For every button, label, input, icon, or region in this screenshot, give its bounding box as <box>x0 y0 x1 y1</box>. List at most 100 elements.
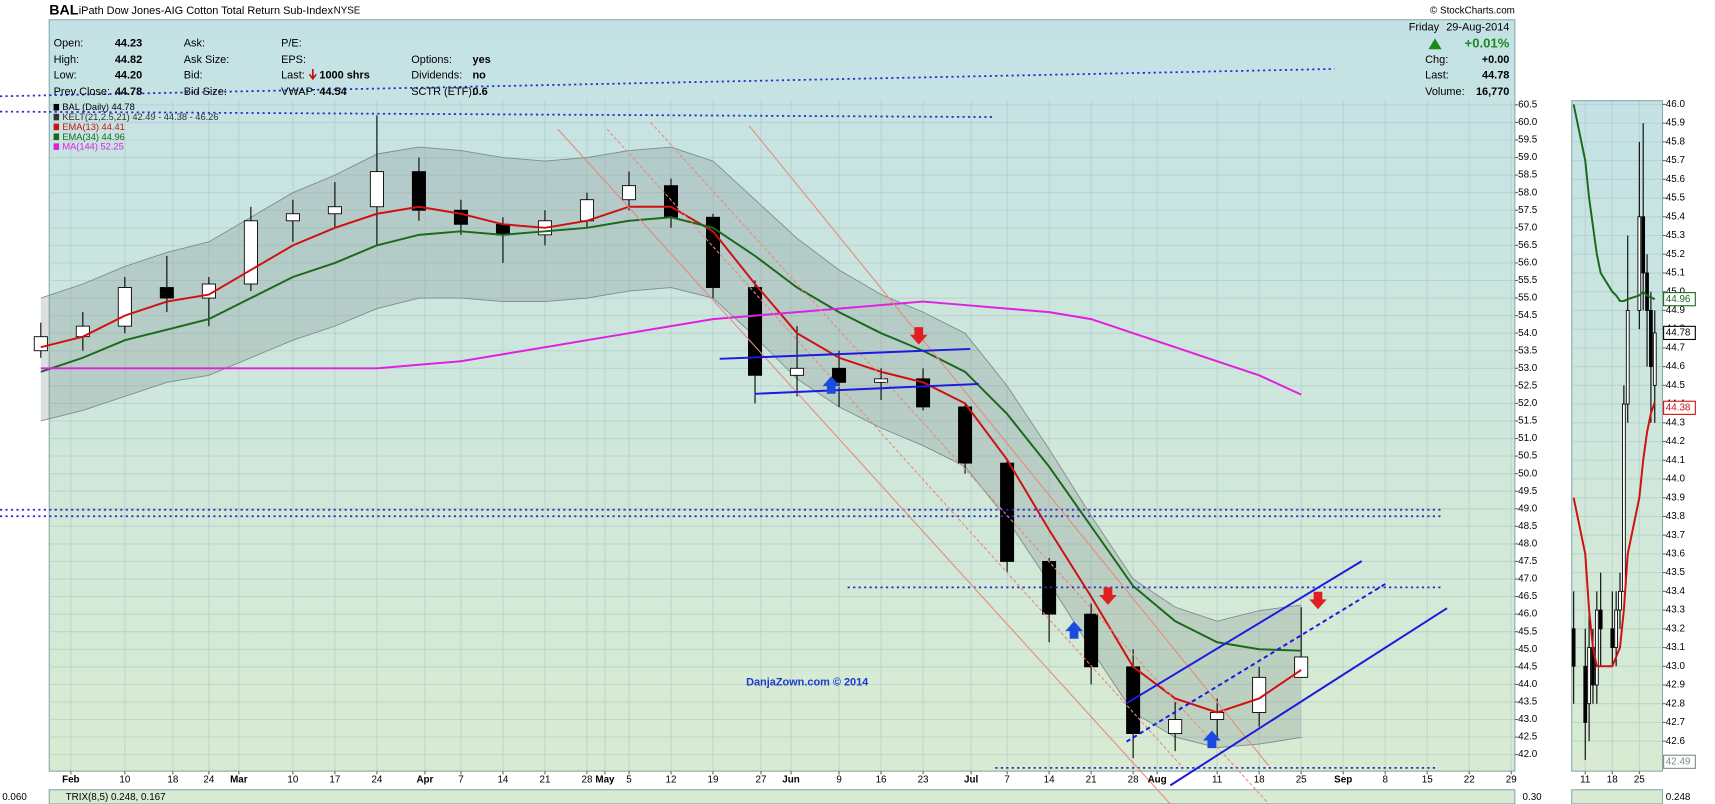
y-tick-label: 43.0 <box>1666 661 1686 672</box>
series-line <box>40 300 1302 396</box>
y-tick-label: 60.5 <box>1518 99 1538 110</box>
x-tick-label: 12 <box>666 774 677 785</box>
x-tick-label: Sep <box>1334 774 1352 785</box>
up-arrow <box>1203 730 1221 749</box>
candle-body <box>621 185 636 201</box>
price-tag-label: 44.38 <box>1666 402 1691 413</box>
x-tick-label: 18 <box>1607 774 1618 785</box>
x-tick-label: 10 <box>287 774 298 785</box>
field-label: Ask: <box>184 38 205 50</box>
trix-axis-value: 0.30 <box>1523 792 1543 803</box>
y-tick-label: 56.0 <box>1518 258 1538 269</box>
x-tick-label: May <box>595 774 615 785</box>
y-tick-label: 48.5 <box>1518 521 1538 532</box>
x-tick-label: 14 <box>497 774 508 785</box>
field-value: 44.54 <box>319 86 347 98</box>
x-tick-label: 23 <box>918 774 929 785</box>
y-tick-label: 43.6 <box>1666 548 1686 559</box>
candle-body <box>579 199 594 222</box>
y-tick-label: 45.1 <box>1666 268 1685 279</box>
y-tick-label: 55.5 <box>1518 275 1538 286</box>
y-tick-label: 47.0 <box>1518 574 1538 585</box>
candle-body <box>1622 403 1626 592</box>
down-arrow <box>910 327 928 345</box>
x-tick-label: Jul <box>964 774 978 785</box>
candle-body <box>411 171 426 211</box>
candle-body <box>1625 309 1630 405</box>
candle-body <box>958 406 973 464</box>
candle-body <box>285 213 300 222</box>
y-tick-label: 42.9 <box>1666 680 1685 691</box>
y-tick-label: 44.3 <box>1666 417 1686 428</box>
y-tick-label: 58.0 <box>1518 187 1538 198</box>
x-tick-label: Feb <box>62 774 79 785</box>
trend-line <box>748 125 1270 767</box>
trend-line <box>557 128 1171 804</box>
y-tick-label: 43.3 <box>1666 605 1686 616</box>
x-tick-label: 22 <box>1464 774 1475 785</box>
y-tick-label: 44.6 <box>1666 361 1686 372</box>
security-name: iPath Dow Jones-AIG Cotton Total Return … <box>79 5 334 17</box>
x-tick-label: 28 <box>1128 774 1139 785</box>
annotations <box>0 68 1448 804</box>
candle-body <box>1587 647 1591 705</box>
plot-background <box>48 19 1516 772</box>
x-tick-label: 29 <box>1506 774 1517 785</box>
y-tick-label: 54.5 <box>1518 310 1538 321</box>
candle-body <box>1652 332 1657 386</box>
field-label: VWAP: <box>281 86 316 98</box>
x-tick-label: 18 <box>1254 774 1265 785</box>
y-tick-label: 52.5 <box>1518 380 1538 391</box>
candle-body <box>1571 628 1576 667</box>
x-tick-label: 17 <box>329 774 340 785</box>
price-tag-label: 42.49 <box>1666 756 1691 767</box>
candle-body <box>1641 216 1646 274</box>
summary-label: Last: <box>1425 69 1449 81</box>
exchange: NYSE <box>334 6 361 17</box>
x-tick-label: 18 <box>167 774 178 785</box>
candle-body <box>1598 609 1603 630</box>
marks <box>33 104 1657 760</box>
x-tick-label: 21 <box>1086 774 1097 785</box>
symbol: BAL <box>49 3 79 19</box>
legend-entry: KELT(21,2.5,21) 42.49 - 44.38 - 46.26 <box>62 112 218 122</box>
y-tick-label: 42.7 <box>1666 717 1685 728</box>
y-tick-label: 44.7 <box>1666 342 1685 353</box>
up-arrow <box>822 376 840 394</box>
legend-entry: EMA(34) 44.96 <box>62 132 124 142</box>
date: 29-Aug-2014 <box>1446 21 1509 33</box>
y-tick-label: 45.5 <box>1666 193 1686 204</box>
legend-entry: MA(144) 52.25 <box>62 142 123 152</box>
legend-entry: EMA(13) 44.41 <box>62 122 124 132</box>
y-tick-label: 53.5 <box>1518 345 1538 356</box>
y-tick-label: 51.0 <box>1518 433 1538 444</box>
y-tick-label: 47.5 <box>1518 556 1538 567</box>
y-tick-label: 45.5 <box>1518 626 1538 637</box>
candle-body <box>790 367 805 376</box>
field-value: 1000 shrs <box>319 69 369 81</box>
field-value: 44.20 <box>115 69 142 81</box>
candle-body <box>1610 628 1615 648</box>
field-label: Dividends: <box>411 69 462 81</box>
legend-swatch <box>53 133 60 141</box>
x-tick-label: 16 <box>876 774 887 785</box>
field-label: Options: <box>411 54 452 66</box>
channel-line <box>719 347 971 360</box>
candle-body <box>1000 462 1015 562</box>
y-tick-label: 43.2 <box>1666 623 1685 634</box>
series-line <box>40 205 1302 714</box>
y-tick-label: 46.0 <box>1666 99 1686 110</box>
y-tick-label: 43.5 <box>1666 567 1686 578</box>
dotted-line <box>0 110 996 118</box>
channel-line <box>1126 560 1363 705</box>
trix-tag: 0.248 <box>1666 792 1691 803</box>
series-line <box>1572 104 1656 303</box>
trix-mini-background <box>1571 789 1664 804</box>
x-tick-label: Aug <box>1148 774 1167 785</box>
x-tick-label: 7 <box>1004 774 1009 785</box>
kelt-band <box>40 147 1302 748</box>
field-label: P/E: <box>281 38 302 50</box>
field-value: 44.23 <box>115 38 142 50</box>
